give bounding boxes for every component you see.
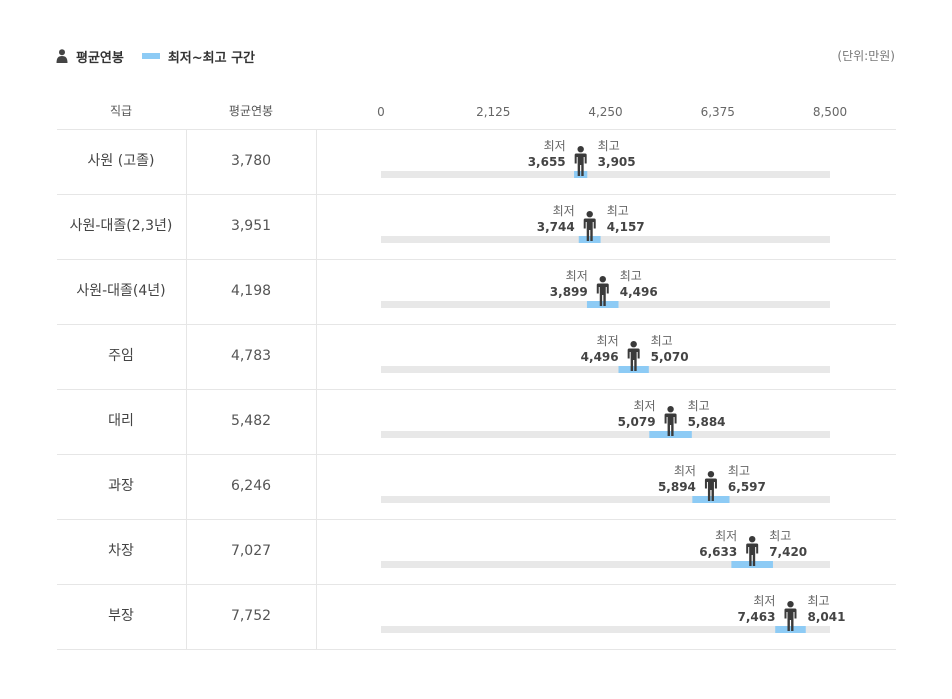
min-label: 최저 (753, 594, 775, 608)
row-divider (57, 194, 896, 195)
max-label: 최고 (598, 139, 620, 153)
rank-cell: 부장 (108, 608, 134, 624)
average-marker-icon (627, 341, 640, 371)
min-value: 5,079 (618, 415, 656, 429)
max-label: 최고 (607, 204, 629, 218)
x-tick-label: 8,500 (813, 105, 847, 119)
range-bar (578, 236, 601, 243)
max-label: 최고 (651, 334, 673, 348)
max-value: 6,597 (728, 480, 766, 494)
range-track (381, 431, 830, 438)
average-marker-icon (583, 211, 596, 241)
header-average: 평균연봉 (228, 104, 274, 118)
average-cell: 3,780 (230, 153, 272, 169)
average-marker-icon (574, 146, 587, 176)
range-bar (775, 626, 806, 633)
average-marker-icon (596, 276, 609, 306)
unit-label: (단위:만원) (837, 49, 895, 63)
range-bar (731, 561, 773, 568)
rank-cell: 사원-대졸(2,3년) (69, 218, 173, 234)
min-label: 최저 (544, 139, 566, 153)
min-label: 최저 (715, 529, 737, 543)
average-marker-icon (704, 471, 717, 501)
min-label: 최저 (674, 464, 696, 478)
min-label: 최저 (597, 334, 619, 348)
max-value: 8,041 (807, 610, 845, 624)
average-cell: 5,482 (230, 413, 272, 429)
rank-cell: 주임 (108, 348, 134, 364)
average-cell: 4,783 (230, 348, 272, 364)
average-marker-icon (664, 406, 677, 436)
average-cell: 6,246 (230, 478, 272, 494)
range-swatch (141, 53, 160, 59)
min-label: 최저 (633, 399, 655, 413)
range-track (381, 366, 830, 373)
rank-cell: 대리 (108, 413, 134, 429)
legend-item-average: 평균연봉 (56, 47, 124, 66)
max-value: 7,420 (769, 545, 807, 559)
min-value: 4,496 (581, 350, 619, 364)
min-label: 최저 (553, 204, 575, 218)
min-value: 6,633 (699, 545, 737, 559)
average-cell: 4,198 (230, 283, 272, 299)
legend-item-range: 최저~최고 구간 (141, 47, 256, 66)
min-value: 3,744 (537, 220, 575, 234)
range-track (381, 496, 830, 503)
average-marker-icon (746, 536, 759, 566)
max-label: 최고 (688, 399, 710, 413)
range-bar (618, 366, 649, 373)
legend-average-label: 평균연봉 (76, 50, 124, 66)
legend-range-label: 최저~최고 구간 (167, 50, 256, 66)
max-label: 최고 (769, 529, 791, 543)
range-bar (586, 301, 619, 308)
max-value: 4,157 (607, 220, 645, 234)
header-rank: 직급 (109, 104, 133, 118)
min-label: 최저 (566, 269, 588, 283)
rank-cell: 사원 (고졸) (87, 153, 155, 169)
row-divider (57, 324, 896, 325)
rank-cell: 과장 (108, 478, 134, 494)
x-tick-label: 4,250 (588, 105, 622, 119)
salary-table: 직급 평균연봉 사원 (고졸) 3,780 사원-대졸(2,3년) 3,951 사원-대… (57, 0, 896, 699)
max-value: 3,905 (598, 155, 636, 169)
rank-cell: 사원-대졸(4년) (76, 283, 166, 299)
range-track (381, 626, 830, 633)
max-value: 5,884 (688, 415, 726, 429)
row-divider (57, 584, 896, 585)
range-track (381, 171, 830, 178)
max-label: 최고 (728, 464, 750, 478)
x-tick-label: 6,375 (701, 105, 735, 119)
range-bar (649, 431, 692, 438)
min-value: 5,894 (658, 480, 696, 494)
range-track (381, 236, 830, 243)
average-cell: 7,027 (230, 543, 272, 559)
row-divider (57, 259, 896, 260)
max-value: 5,070 (651, 350, 689, 364)
min-value: 7,463 (738, 610, 776, 624)
row-divider (57, 389, 896, 390)
average-cell: 7,752 (230, 608, 272, 624)
row-divider (57, 129, 896, 130)
range-bar (574, 171, 588, 178)
range-bar (692, 496, 730, 503)
max-value: 4,496 (620, 285, 658, 299)
person-icon (56, 49, 68, 63)
average-cell: 3,951 (230, 218, 272, 234)
column-divider (316, 129, 317, 649)
row-divider (57, 649, 896, 650)
max-label: 최고 (620, 269, 642, 283)
rank-cell: 차장 (108, 543, 134, 559)
column-divider (186, 129, 187, 649)
x-tick-label: 0 (377, 105, 385, 119)
average-marker-icon (784, 601, 797, 631)
row-divider (57, 454, 896, 455)
chart-legend: 평균연봉 최저~최고 구간 (56, 46, 273, 66)
row-divider (57, 519, 896, 520)
min-value: 3,655 (528, 155, 566, 169)
min-value: 3,899 (550, 285, 588, 299)
x-tick-label: 2,125 (476, 105, 510, 119)
range-track (381, 561, 830, 568)
max-label: 최고 (807, 594, 829, 608)
